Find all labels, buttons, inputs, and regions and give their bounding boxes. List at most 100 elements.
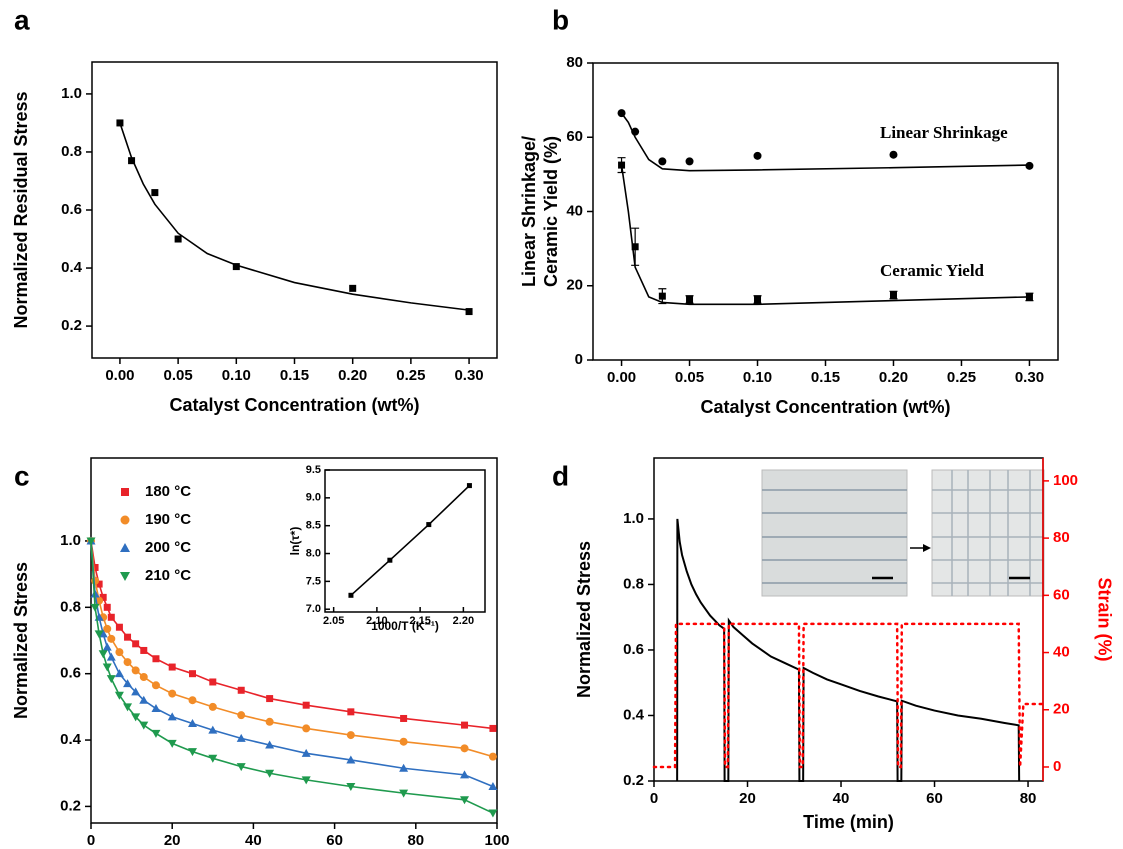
y2-tick-label: 0: [1053, 758, 1061, 775]
marker: [460, 796, 470, 805]
marker: [237, 686, 245, 694]
data-line: [652, 622, 1044, 769]
marker: [266, 695, 274, 703]
x-tick-label: 0.20: [879, 369, 908, 386]
marker: [106, 652, 116, 661]
legend-label: 190 °C: [145, 511, 191, 528]
marker: [94, 630, 104, 639]
marker: [152, 655, 160, 663]
x-tick-label: 0.00: [105, 367, 134, 384]
marker: [754, 295, 762, 303]
y-tick-label: 9.0: [306, 492, 321, 504]
marker: [489, 724, 497, 732]
marker: [488, 752, 497, 761]
marker: [617, 109, 626, 118]
marker: [151, 681, 160, 690]
y-tick-label: 60: [566, 128, 583, 145]
marker: [209, 678, 217, 686]
y-tick-label: 1.0: [61, 85, 82, 102]
marker: [123, 703, 133, 712]
legend-label: 200 °C: [145, 539, 191, 556]
marker: [114, 691, 124, 700]
y-tick-label: 8.0: [306, 547, 321, 559]
marker: [188, 718, 197, 727]
y-axis-label: Linear Shrinkage/: [519, 136, 539, 287]
marker: [91, 564, 99, 571]
y-tick-label: 0.6: [60, 665, 81, 682]
marker: [265, 769, 275, 778]
marker: [98, 650, 108, 659]
marker: [114, 669, 124, 678]
y-tick-label: 0.8: [61, 143, 82, 160]
legend-marker: [120, 572, 130, 581]
marker: [102, 642, 112, 651]
marker: [232, 263, 240, 271]
marker: [168, 663, 176, 671]
marker: [236, 763, 246, 772]
photo-after: [931, 469, 1045, 597]
x-tick-label: 0.30: [454, 367, 483, 384]
x-tick-label: 60: [926, 790, 943, 807]
y-tick-label: 40: [566, 202, 583, 219]
y-tick-label: 0.2: [60, 797, 81, 814]
y-tick-label: 0.6: [623, 641, 644, 658]
marker: [889, 291, 897, 299]
marker: [189, 670, 196, 678]
x-tick-label: 80: [1020, 790, 1037, 807]
marker: [139, 721, 149, 730]
legend-marker: [120, 515, 130, 525]
marker: [685, 157, 694, 166]
marker: [208, 725, 218, 734]
y-tick-label: 1.0: [623, 510, 644, 527]
marker: [116, 119, 124, 127]
photo-before: [761, 469, 908, 597]
marker: [106, 675, 116, 684]
y-tick-label: 0.8: [60, 598, 81, 615]
marker: [107, 613, 115, 621]
marker: [99, 593, 107, 601]
marker: [301, 748, 311, 757]
x-tick-label: 2.15: [409, 615, 430, 627]
marker: [131, 666, 140, 675]
marker: [95, 580, 103, 588]
y2-tick-label: 20: [1053, 701, 1070, 718]
marker: [347, 708, 355, 716]
legend-marker: [120, 543, 130, 552]
marker: [139, 695, 149, 704]
x-axis-label: 1000/T (K⁻¹): [371, 619, 439, 633]
fit-curve: [620, 112, 1030, 172]
x-tick-label: 0.05: [675, 369, 704, 386]
marker: [115, 623, 123, 631]
marker: [188, 748, 197, 757]
marker: [460, 770, 470, 779]
y-axis-label: ln(τ*): [288, 527, 302, 556]
y2-tick-label: 60: [1053, 586, 1070, 603]
x-tick-label: 0.15: [280, 367, 309, 384]
marker: [488, 809, 498, 818]
marker: [131, 687, 141, 696]
y2-tick-label: 80: [1053, 529, 1070, 546]
y-tick-label: 0.2: [623, 772, 644, 789]
marker: [167, 739, 177, 748]
y-tick-label: 80: [566, 54, 583, 71]
marker: [188, 696, 197, 705]
y-tick-label: 0.8: [623, 575, 644, 592]
y-tick-label: 7.5: [306, 575, 321, 587]
marker: [466, 483, 472, 489]
marker: [265, 717, 274, 726]
x-tick-label: 100: [484, 832, 509, 849]
marker: [1025, 161, 1034, 170]
y-tick-label: 0.4: [623, 706, 645, 723]
marker: [265, 740, 275, 749]
marker: [301, 776, 311, 785]
marker: [631, 243, 639, 251]
panel-letter: b: [552, 4, 569, 35]
y-axis-label: Normalized Stress: [11, 562, 31, 719]
y-tick-label: 0.6: [61, 201, 82, 218]
y-tick-label: 0.4: [60, 731, 82, 748]
marker: [123, 658, 132, 667]
plot-frame: [592, 62, 1059, 361]
marker: [208, 754, 218, 763]
x-tick-label: 80: [407, 832, 424, 849]
marker: [131, 713, 141, 722]
